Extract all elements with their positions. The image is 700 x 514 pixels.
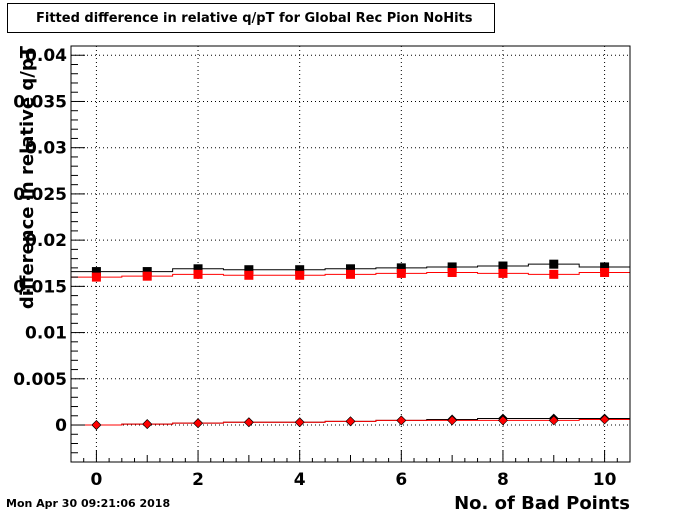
plot-frame [70,45,631,463]
data-point-square [295,270,305,280]
data-series [71,259,630,430]
data-point-square [244,270,254,280]
y-tick-label: 0.03 [25,139,67,159]
data-point-diamond [91,420,102,430]
data-point-square [142,267,152,277]
y-tick-label: 0.025 [13,185,67,205]
y-tick-label: 0.04 [25,46,67,66]
data-point-square [91,272,101,282]
series-step-line [71,271,630,278]
data-point-square [142,271,152,281]
data-point-diamond [548,415,559,426]
data-point-square [396,263,406,273]
data-point-diamond [142,419,153,430]
series [71,267,630,282]
y-tick-label: 0 [55,416,67,436]
data-point-diamond [345,416,356,427]
series [71,259,630,277]
x-tick-label: 8 [497,470,509,490]
grid-lines [71,46,630,462]
data-point-square [549,269,559,279]
data-point-square [498,261,508,271]
series-step-line [71,263,630,273]
data-point-diamond [599,414,610,425]
data-point-square [193,269,203,279]
data-point-square [193,264,203,274]
chart-title-text: Fitted difference in relative q/pT for G… [36,10,473,26]
y-tick-label: 0.005 [13,370,67,390]
data-point-square [549,259,559,269]
x-tick-label: 4 [294,470,306,490]
data-point-square [600,267,610,277]
data-point-diamond [193,418,203,429]
data-point-square [91,267,101,277]
y-tick-label: 0.035 [13,92,67,112]
x-tick-label: 6 [395,470,407,490]
data-point-diamond [498,415,508,426]
data-point-diamond [447,415,458,426]
x-tick-label: 0 [90,470,102,490]
y-tick-label: 0.015 [13,277,67,297]
axes: 0 2 4 6 8 10 0 0.005 0.01 0.015 0.02 0.025 0.03 0.035… [13,45,631,490]
data-point-square [600,262,610,272]
data-point-square [447,267,457,277]
timestamp: Mon Apr 30 09:21:06 2018 [6,497,171,510]
data-point-square [244,265,254,275]
data-point-square [346,264,355,274]
data-point-square [295,265,305,275]
data-point-diamond [294,417,305,428]
data-point-diamond [243,417,254,428]
data-point-square [396,268,406,278]
y-tick-label: 0.02 [25,231,67,251]
x-tick-label: 2 [192,470,204,490]
y-tick-label: 0.01 [25,324,67,344]
data-point-square [447,262,457,272]
x-tick-label: 10 [593,470,617,490]
y-axis-title: difference in relative q/pT [17,45,38,309]
series [71,414,630,430]
data-point-diamond [396,415,407,426]
x-axis-title: No. of Bad Points [454,493,630,514]
series-step-line [71,418,630,426]
data-point-square [498,268,508,278]
data-point-square [346,269,355,279]
chart-title: Fitted difference in relative q/pT for G… [7,3,495,33]
